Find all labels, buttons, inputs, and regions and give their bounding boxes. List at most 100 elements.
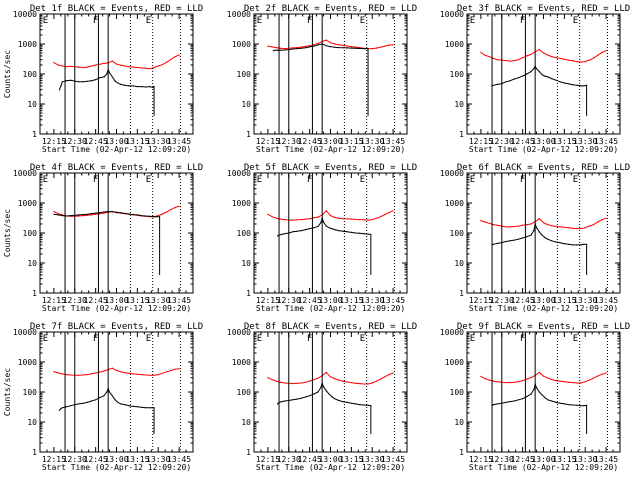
events-point <box>547 238 549 240</box>
lld-point <box>497 59 499 61</box>
events-point <box>576 244 578 246</box>
events-point <box>342 230 344 232</box>
x-tick-label: 12:30 <box>63 455 87 464</box>
events-point <box>538 391 540 393</box>
y-tick-label: 1000 <box>232 358 251 367</box>
x-axis-label: Start Time (02-Apr-12 12:09:20) <box>256 463 405 472</box>
lld-point <box>95 213 97 215</box>
lld-point <box>522 224 524 226</box>
lld-point <box>354 46 357 48</box>
events-point <box>572 244 574 246</box>
events-point <box>509 240 511 242</box>
lld-point <box>300 382 302 384</box>
flag-label: E <box>470 334 475 344</box>
x-tick-label: 12:45 <box>511 137 535 146</box>
lld-point <box>53 62 55 64</box>
events-point <box>136 86 138 88</box>
lld-point <box>128 372 130 374</box>
events-point <box>86 80 88 82</box>
events-point <box>359 232 361 234</box>
lld-point <box>492 224 494 226</box>
lld-point <box>551 225 553 227</box>
lld-point <box>601 373 603 375</box>
events-point <box>325 225 327 227</box>
events-point <box>145 215 147 217</box>
events-point <box>526 236 528 238</box>
lld-point <box>350 46 352 48</box>
flag-label: E <box>573 175 578 185</box>
events-point <box>576 404 578 406</box>
lld-point <box>572 227 574 229</box>
events-point <box>313 227 315 229</box>
events-point <box>535 387 538 389</box>
events-point <box>78 403 80 405</box>
y-tick-label: 1 <box>459 130 464 139</box>
y-tick-label: 1 <box>32 289 37 298</box>
lld-point <box>111 367 113 369</box>
lld-point <box>375 217 377 219</box>
lld-point <box>120 371 122 373</box>
lld-point <box>572 60 574 62</box>
x-tick-label: 12:30 <box>63 296 87 305</box>
events-point <box>82 214 84 216</box>
lld-point <box>488 379 490 381</box>
events-point <box>65 80 67 82</box>
events-point <box>284 400 286 402</box>
events-point <box>304 396 307 398</box>
events-point <box>533 230 535 232</box>
events-point <box>559 242 561 244</box>
events-point <box>90 213 93 215</box>
x-tick-label: 13:30 <box>360 137 384 146</box>
events-point <box>70 79 72 81</box>
lld-point <box>170 369 172 372</box>
lld-point <box>334 43 336 45</box>
x-tick-label: 13:15 <box>552 296 576 305</box>
lld-point <box>497 381 499 383</box>
events-point <box>530 393 532 395</box>
y-tick-label: 10 <box>454 418 464 427</box>
lld-point <box>132 66 134 68</box>
lld-point <box>57 64 59 66</box>
lld-point <box>170 58 172 61</box>
y-tick-label: 1000 <box>18 40 37 49</box>
events-point <box>567 243 570 245</box>
y-tick-label: 100 <box>237 70 252 79</box>
events-point <box>329 46 332 48</box>
plot-frame <box>466 172 621 294</box>
events-point <box>555 401 557 403</box>
lld-point <box>53 371 55 373</box>
lld-point <box>530 377 532 379</box>
lld-point <box>57 372 59 374</box>
events-point <box>304 47 307 49</box>
lld-point <box>538 218 540 220</box>
lld-point <box>522 57 524 59</box>
x-tick-label: 12:30 <box>277 455 301 464</box>
lld-point <box>153 374 155 376</box>
events-point <box>153 216 155 218</box>
events-point <box>61 215 63 217</box>
lld-point <box>526 55 528 57</box>
lld-series-line <box>53 367 180 376</box>
events-point <box>350 47 352 49</box>
flag-label: E <box>470 175 475 185</box>
x-tick-label: 13:45 <box>381 455 405 464</box>
events-point <box>492 243 494 245</box>
lld-point <box>309 45 311 47</box>
events-point <box>363 48 365 50</box>
lld-point <box>346 218 348 220</box>
events-point <box>317 225 319 228</box>
events-point <box>106 73 108 75</box>
lld-point <box>313 379 315 381</box>
lld-point <box>597 54 599 56</box>
lld-point <box>593 224 595 226</box>
x-tick-label: 13:30 <box>360 296 384 305</box>
events-point <box>572 84 574 86</box>
panel-title: Det 8f BLACK = Events, RED = LLD <box>244 322 417 332</box>
events-point <box>274 49 276 51</box>
lld-point <box>70 65 72 67</box>
lld-point <box>103 370 105 372</box>
lld-point <box>542 52 545 54</box>
x-tick-label: 12:15 <box>469 137 493 146</box>
flag-label: F <box>520 334 525 344</box>
flag-label: E <box>470 16 475 26</box>
